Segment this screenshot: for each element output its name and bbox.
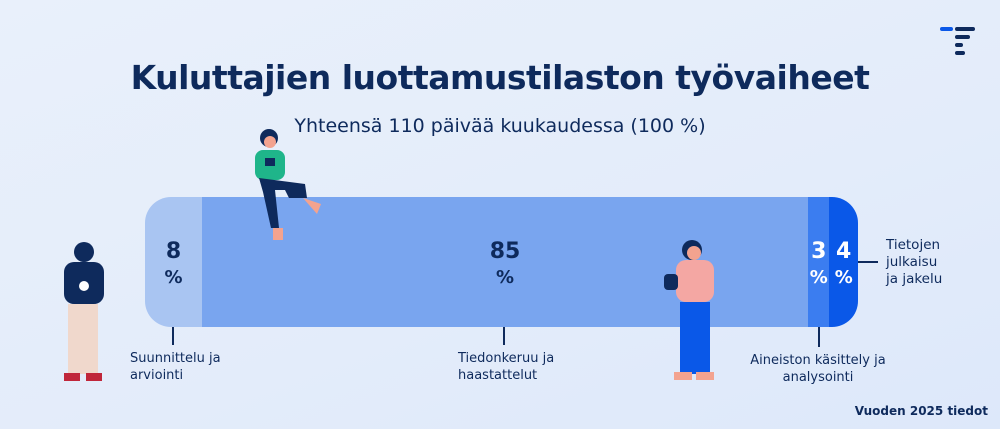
leader-line-1 — [503, 327, 505, 345]
value-label-0: 8% — [145, 239, 202, 291]
category-label-0: Suunnittelu ja arviointi — [130, 351, 221, 383]
value-label-3: 4% — [829, 239, 858, 291]
value-number: 85 — [489, 239, 521, 264]
category-label-2: Aineiston käsittely ja analysointi — [750, 353, 886, 385]
source-note: Vuoden 2025 tiedot — [854, 404, 988, 418]
leader-line-2 — [818, 327, 820, 347]
person-standing-right-illustration — [664, 240, 714, 380]
value-unit: % — [834, 267, 853, 288]
bar-segment-2: 3% — [808, 197, 830, 327]
value-label-1: 85% — [202, 239, 808, 291]
value-label-2: 3% — [808, 239, 829, 291]
value-unit: % — [164, 267, 183, 288]
value-unit: % — [496, 267, 515, 288]
chart-title: Kuluttajien luottamustilaston työvaiheet — [130, 58, 870, 97]
value-number: 3 — [811, 239, 827, 264]
bar-segment-3: 4% — [829, 197, 858, 327]
category-label-3: Tietojen julkaisu ja jakelu — [886, 237, 943, 287]
value-number: 8 — [165, 239, 182, 264]
leader-line-3 — [858, 261, 878, 263]
logo-icon — [940, 27, 975, 55]
person-standing-left-illustration — [64, 242, 104, 381]
value-unit: % — [809, 267, 828, 288]
chart-subtitle: Yhteensä 110 päivää kuukaudessa (100 %) — [294, 115, 706, 137]
bar-segment-0: 8% — [145, 197, 203, 327]
category-label-1: Tiedonkeruu ja haastattelut — [458, 351, 555, 383]
value-number: 4 — [836, 239, 852, 264]
person-sitting-illustration — [255, 129, 321, 240]
leader-line-0 — [172, 327, 174, 345]
